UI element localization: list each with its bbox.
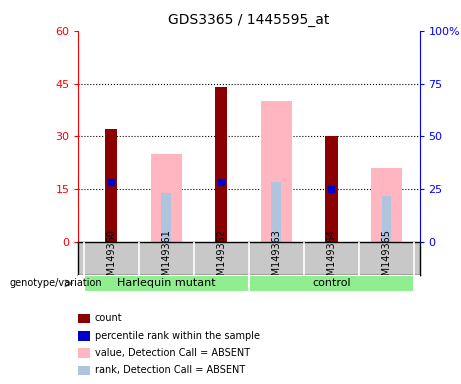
Text: GSM149362: GSM149362: [216, 229, 226, 288]
Bar: [325, 136, 337, 242]
Point: [328, 186, 335, 192]
Text: Harlequin mutant: Harlequin mutant: [117, 278, 216, 288]
Text: GSM149360: GSM149360: [106, 229, 116, 288]
Text: genotype/variation: genotype/variation: [9, 278, 102, 288]
Bar: [84, 275, 249, 292]
Text: percentile rank within the sample: percentile rank within the sample: [95, 331, 260, 341]
Bar: [249, 275, 414, 292]
Text: GSM149364: GSM149364: [326, 229, 337, 288]
Text: control: control: [312, 278, 351, 288]
Bar: [272, 182, 281, 242]
Point: [108, 179, 115, 185]
Text: GSM149363: GSM149363: [272, 229, 282, 288]
Point: [218, 179, 225, 185]
Bar: [105, 129, 118, 242]
Text: value, Detection Call = ABSENT: value, Detection Call = ABSENT: [95, 348, 249, 358]
Bar: [215, 87, 227, 242]
Text: rank, Detection Call = ABSENT: rank, Detection Call = ABSENT: [95, 365, 245, 375]
Bar: [161, 193, 171, 242]
Text: count: count: [95, 313, 122, 323]
Bar: [261, 101, 292, 242]
Bar: [372, 168, 402, 242]
Text: GSM149365: GSM149365: [382, 229, 391, 288]
Title: GDS3365 / 1445595_at: GDS3365 / 1445595_at: [168, 13, 330, 27]
Text: GSM149361: GSM149361: [161, 229, 171, 288]
Bar: [151, 154, 182, 242]
Bar: [382, 196, 391, 242]
